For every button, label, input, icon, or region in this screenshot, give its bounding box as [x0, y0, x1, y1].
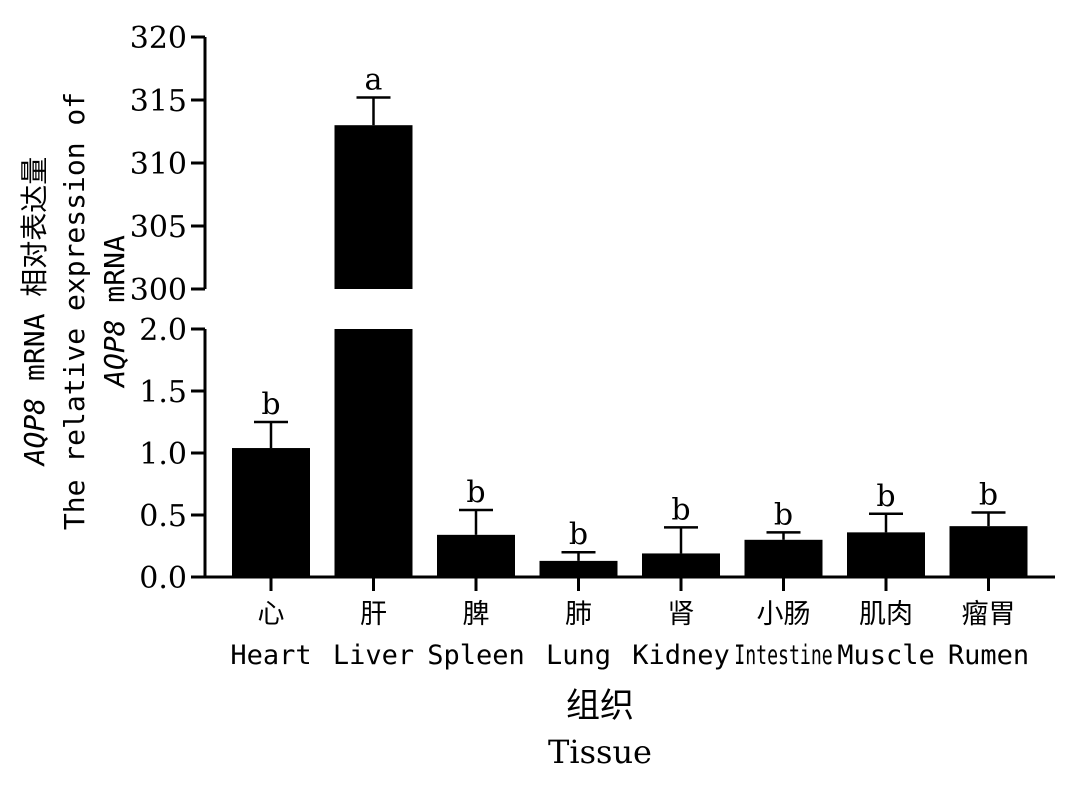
upper-y-tick-label-2: 310	[130, 147, 187, 182]
x-axis-title-en: Tissue	[548, 733, 652, 771]
sig-letter-intestine: b	[774, 497, 793, 532]
category-label-cn-liver: 肝	[360, 599, 387, 630]
lower-y-tick-label-1: 0.5	[139, 499, 187, 534]
axes	[203, 37, 1055, 579]
bar-lung	[539, 560, 618, 577]
x-category-labels: 心 Heart 肝 Liver 脾 Spleen 肺 Lung 肾 Kidney 小肠 Intesti…	[230, 599, 1029, 671]
y-axis-title-mrna: mRNA	[98, 235, 131, 319]
category-label-cn-kidney: 肾	[668, 599, 695, 630]
y-axis-title-line-3: AQP8 mRNA	[98, 235, 131, 389]
category-label-en-lung: Lung	[546, 640, 611, 671]
bar-kidney	[642, 553, 720, 577]
upper-y-tick-label-1: 305	[130, 210, 187, 245]
upper-y-ticks: 300 305 310 315 320	[130, 21, 205, 308]
y-axis-title-line-1: AQP8 mRNA 相对表达量	[18, 157, 51, 468]
bar-heart	[232, 448, 310, 577]
upper-y-tick-label-4: 320	[130, 21, 187, 56]
y-axis-title-cn: mRNA 相对表达量	[18, 157, 51, 398]
category-label-en-kidney: Kidney	[632, 640, 730, 671]
x-ticks	[269, 577, 990, 591]
y-axis-title: AQP8 mRNA 相对表达量 The relative expression …	[18, 92, 131, 530]
sig-letter-rumen: b	[979, 478, 998, 513]
bar-spleen	[437, 534, 515, 577]
lower-y-ticks: 0.0 0.5 1.0 1.5 2.0	[139, 313, 205, 596]
lower-y-tick-label-3: 1.5	[139, 375, 187, 410]
significance-letters: b a b b b b b b	[261, 62, 998, 552]
bar-liver-upper	[334, 125, 413, 289]
upper-y-tick-label-3: 315	[130, 84, 187, 119]
error-bars	[254, 96, 1006, 561]
category-label-en-spleen: Spleen	[427, 640, 525, 671]
bar-liver-lower	[334, 329, 413, 577]
x-axis-title-cn: 组织	[566, 686, 634, 726]
lower-y-tick-label-2: 1.0	[139, 437, 187, 472]
lower-y-tick-label-4: 2.0	[139, 313, 187, 348]
category-label-cn-lung: 肺	[565, 599, 592, 630]
category-label-cn-rumen: 瘤胃	[962, 599, 1016, 630]
y-axis-title-line-2: The relative expression of	[58, 92, 91, 530]
category-label-cn-muscle: 肌肉	[859, 599, 913, 630]
sig-letter-liver: a	[365, 62, 383, 97]
bar-intestine	[744, 539, 823, 577]
category-label-cn-intestine: 小肠	[757, 599, 811, 630]
category-label-en-rumen: Rumen	[948, 640, 1029, 671]
category-label-cn-heart: 心	[258, 599, 285, 630]
sig-letter-lung: b	[569, 517, 588, 552]
y-axis-title-gene-2: AQP8	[98, 319, 131, 388]
bar-rumen	[949, 526, 1028, 577]
sig-letter-heart: b	[261, 387, 280, 422]
sig-letter-kidney: b	[671, 492, 690, 527]
bar-muscle	[847, 532, 925, 577]
category-label-cn-spleen: 脾	[463, 599, 490, 630]
y-axis-title-gene: AQP8	[18, 398, 51, 467]
sig-letter-muscle: b	[876, 479, 895, 514]
lower-y-tick-label-0: 0.0	[139, 561, 187, 596]
category-label-en-intestine: Intestine	[734, 640, 833, 671]
category-label-en-muscle: Muscle	[837, 640, 935, 671]
category-label-en-liver: Liver	[333, 640, 414, 671]
category-label-en-heart: Heart	[230, 640, 311, 671]
bars	[232, 125, 1028, 577]
sig-letter-spleen: b	[466, 475, 485, 510]
upper-y-tick-label-0: 300	[130, 273, 187, 308]
